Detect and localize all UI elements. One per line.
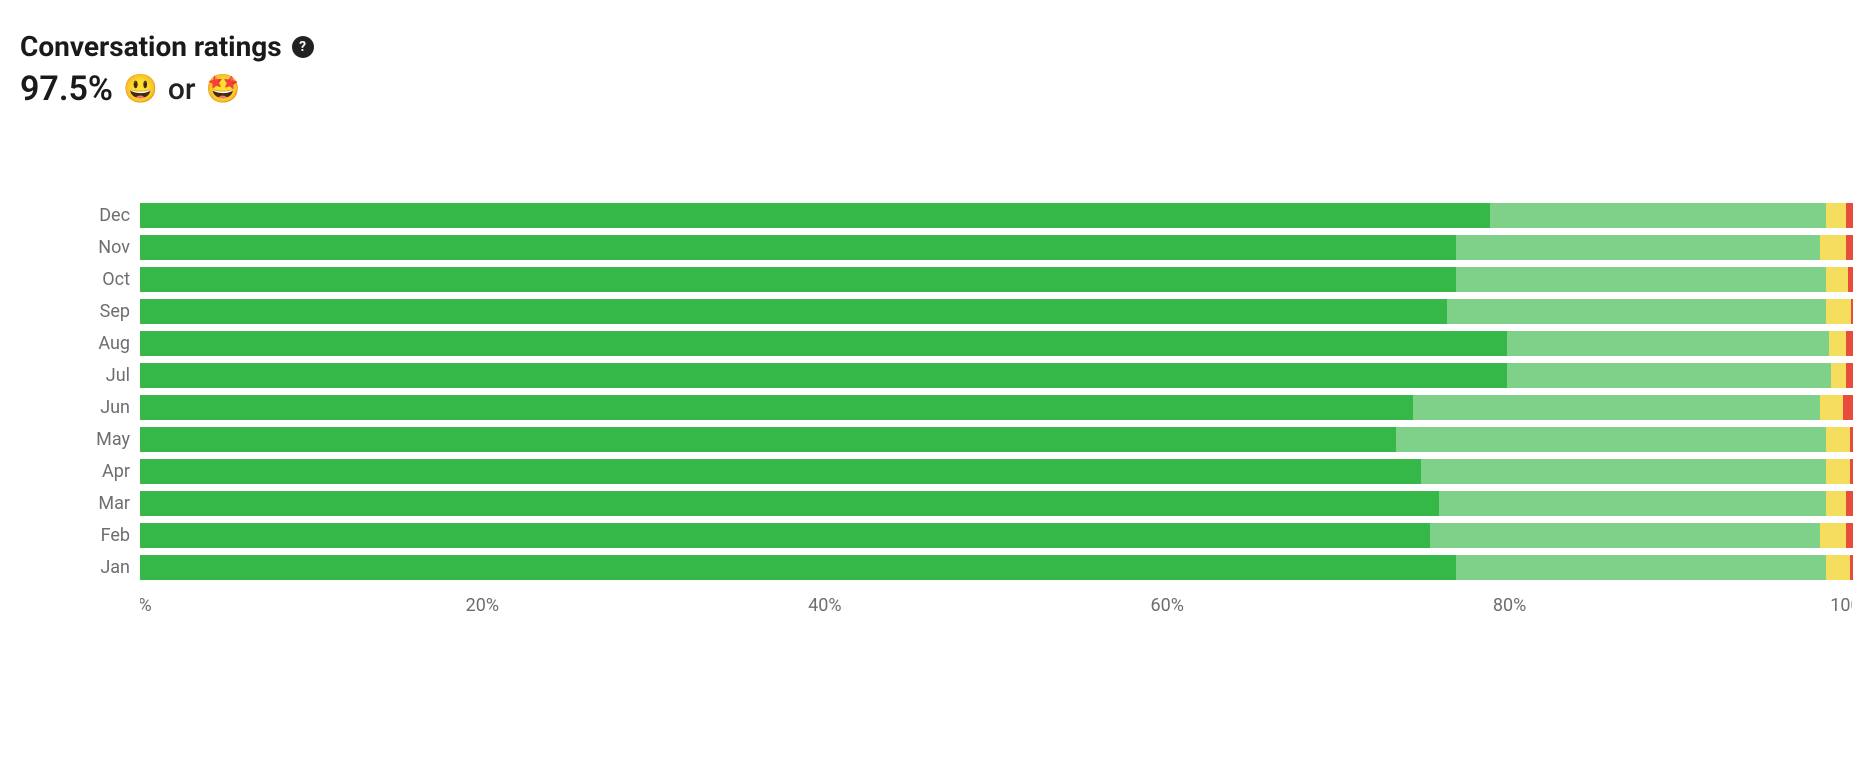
help-icon[interactable]: ? [292, 36, 314, 58]
stacked-bar [140, 523, 1853, 548]
summary-or: or [168, 72, 196, 107]
bar-segment-dark-green [140, 491, 1439, 516]
bar-segment-yellow [1820, 395, 1842, 420]
bar-row: Aug [140, 327, 1853, 359]
bar-row: Nov [140, 231, 1853, 263]
bar-segment-dark-green [140, 203, 1490, 228]
x-tick: 20% [466, 595, 499, 613]
bar-label: May [90, 429, 130, 450]
happy-face-icon: 😃 [123, 75, 158, 103]
bar-segment-red [1850, 459, 1853, 484]
bar-label: Nov [90, 237, 130, 258]
bar-row: Dec [140, 199, 1853, 231]
stacked-bar [140, 203, 1853, 228]
x-tick: 0% [140, 595, 152, 613]
bar-row: Apr [140, 455, 1853, 487]
bar-segment-yellow [1820, 523, 1846, 548]
bar-segment-yellow [1826, 203, 1847, 228]
stacked-bar [140, 235, 1853, 260]
bar-segment-dark-green [140, 427, 1396, 452]
bar-segment-light-green [1439, 491, 1826, 516]
x-tick: 80% [1493, 595, 1526, 613]
bar-segment-red [1846, 203, 1853, 228]
stacked-bar [140, 491, 1853, 516]
bar-segment-yellow [1820, 235, 1846, 260]
bar-label: Sep [90, 301, 130, 322]
bar-label: Jul [90, 365, 130, 386]
stacked-bar [140, 267, 1853, 292]
summary-percent: 97.5% [20, 69, 113, 109]
bar-label: Jun [90, 397, 130, 418]
stacked-bar [140, 459, 1853, 484]
stacked-bar [140, 299, 1853, 324]
bar-segment-light-green [1447, 299, 1825, 324]
bar-row: Feb [140, 519, 1853, 551]
bar-segment-dark-green [140, 299, 1447, 324]
bar-label: Apr [90, 461, 130, 482]
bar-segment-yellow [1826, 299, 1852, 324]
bar-label: Oct [90, 269, 130, 290]
bar-segment-yellow [1829, 331, 1846, 356]
bar-segment-red [1846, 491, 1853, 516]
bar-segment-yellow [1826, 459, 1850, 484]
bar-segment-light-green [1430, 523, 1820, 548]
stacked-bar [140, 555, 1853, 580]
stacked-bar [140, 395, 1853, 420]
bar-segment-red [1846, 363, 1853, 388]
bar-segment-dark-green [140, 523, 1430, 548]
bar-segment-light-green [1490, 203, 1825, 228]
bar-segment-light-green [1507, 363, 1830, 388]
bar-segment-yellow [1831, 363, 1846, 388]
stacked-bar [140, 427, 1853, 452]
bar-label: Dec [90, 205, 130, 226]
bar-segment-dark-green [140, 235, 1456, 260]
bar-segment-dark-green [140, 331, 1507, 356]
star-eyes-icon: 🤩 [206, 75, 241, 103]
stacked-bar [140, 331, 1853, 356]
bar-label: Jan [90, 557, 130, 578]
bar-segment-red [1843, 395, 1853, 420]
stacked-bar [140, 363, 1853, 388]
bar-segment-light-green [1421, 459, 1825, 484]
bar-segment-yellow [1826, 555, 1850, 580]
bar-segment-light-green [1456, 267, 1826, 292]
bar-segment-yellow [1826, 491, 1847, 516]
bar-segment-dark-green [140, 555, 1456, 580]
bar-row: May [140, 423, 1853, 455]
x-tick: 40% [808, 595, 841, 613]
summary: 97.5% 😃 or 🤩 [20, 69, 1833, 109]
bar-segment-light-green [1413, 395, 1821, 420]
x-tick: 100% [1830, 595, 1852, 613]
bar-row: Sep [140, 295, 1853, 327]
bar-segment-light-green [1396, 427, 1826, 452]
bar-segment-red [1846, 331, 1853, 356]
bar-segment-dark-green [140, 459, 1421, 484]
bar-label: Feb [90, 525, 130, 546]
bar-segment-yellow [1826, 267, 1848, 292]
bar-segment-yellow [1826, 427, 1850, 452]
bar-row: Jul [140, 359, 1853, 391]
ratings-chart: Dec Nov Oct Sep Aug Jul Jun May Apr Mar Feb Jan 0% 2… [20, 199, 1833, 613]
bar-row: Jan [140, 551, 1853, 583]
bar-segment-red [1846, 523, 1853, 548]
bar-row: Jun [140, 391, 1853, 423]
bar-segment-dark-green [140, 267, 1456, 292]
bar-segment-red [1848, 267, 1853, 292]
bar-segment-light-green [1507, 331, 1829, 356]
header: Conversation ratings ? [20, 30, 1833, 63]
x-tick: 60% [1150, 595, 1183, 613]
bar-segment-dark-green [140, 363, 1507, 388]
bar-row: Oct [140, 263, 1853, 295]
bar-label: Mar [90, 493, 130, 514]
bar-segment-light-green [1456, 235, 1821, 260]
bar-label: Aug [90, 333, 130, 354]
panel-title: Conversation ratings [20, 30, 282, 63]
x-axis: 0% 20% 40% 60% 80% 100% [140, 595, 1852, 613]
bar-segment-red [1846, 235, 1853, 260]
bar-segment-dark-green [140, 395, 1413, 420]
bar-row: Mar [140, 487, 1853, 519]
bar-segment-light-green [1456, 555, 1826, 580]
